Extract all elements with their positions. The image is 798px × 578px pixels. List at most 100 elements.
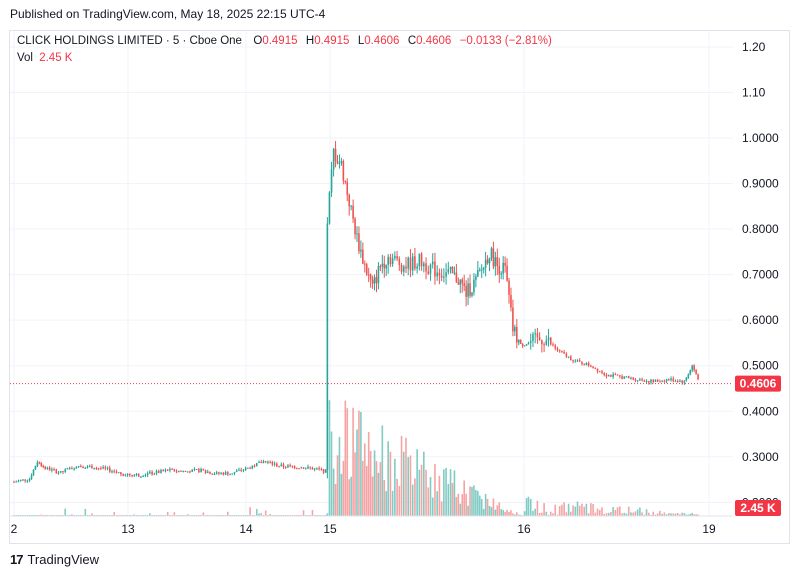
x-axis[interactable]: 2 13 14 15 16 19 — [10, 515, 733, 536]
candle-body — [325, 469, 327, 473]
candle-body — [596, 368, 599, 372]
volume-bar — [490, 507, 493, 516]
candle-body — [583, 363, 585, 366]
candle-body — [30, 475, 33, 479]
candle-body — [525, 344, 528, 346]
volume-bar — [202, 512, 205, 516]
y-axis[interactable]: 0.20000.30000.40000.50000.60000.70000.80… — [742, 40, 779, 509]
volume-bar — [612, 507, 614, 516]
candle-body — [381, 263, 384, 267]
volume-bar — [538, 512, 541, 516]
candle-body — [284, 466, 287, 468]
volume-bar — [517, 514, 520, 516]
volume-bar — [354, 452, 356, 516]
candle-body — [104, 467, 107, 469]
candle-body — [111, 471, 113, 473]
volume-bar — [427, 487, 430, 516]
candle-body — [687, 374, 690, 378]
candle-body — [13, 481, 15, 483]
volume-bar — [556, 514, 559, 516]
volume-bar — [488, 505, 491, 516]
candle-body — [233, 471, 236, 474]
candle-body — [423, 263, 425, 267]
candle-body — [202, 468, 205, 471]
candle-body — [639, 379, 641, 381]
candle-body — [182, 470, 185, 472]
candle-body — [621, 376, 623, 379]
candle-body — [97, 468, 100, 470]
volume-bar — [693, 514, 695, 516]
candle-body — [545, 340, 548, 345]
candle-body — [373, 277, 376, 284]
candle-body — [405, 266, 407, 269]
candle-body — [346, 182, 349, 195]
candle-body — [685, 377, 688, 381]
volume-bar — [405, 437, 407, 516]
candle-body — [581, 361, 583, 364]
volume-bar — [40, 514, 43, 516]
candle-body — [186, 471, 189, 473]
candle-body — [326, 223, 329, 470]
candle-body — [587, 363, 590, 366]
candle-body — [153, 473, 156, 475]
candle-body — [496, 257, 499, 266]
volume-bar — [632, 512, 634, 516]
volume-bar — [358, 410, 360, 516]
candle-body — [574, 360, 577, 362]
candle-body — [24, 479, 26, 481]
candle-body — [563, 351, 565, 354]
volume-bar — [516, 512, 518, 516]
candle-body — [523, 345, 526, 347]
candle-body — [394, 256, 396, 259]
volume-bar — [344, 400, 347, 516]
candle-body — [198, 469, 200, 473]
volume-bar — [260, 513, 263, 516]
symbol-title[interactable]: CLICK HOLDINGS LIMITED · 5 · Cboe One — [17, 35, 242, 47]
candle-body — [607, 374, 610, 377]
volume-bar — [674, 513, 677, 516]
published-text: Published on TradingView.com, May 18, 20… — [10, 7, 326, 21]
candle-body — [340, 161, 343, 164]
volume-bar — [440, 501, 443, 516]
footer-brand[interactable]: TradingView — [27, 552, 100, 567]
candle-body — [137, 474, 140, 477]
candle-body — [146, 473, 149, 476]
candle-body — [461, 279, 464, 284]
candle-body — [411, 256, 414, 271]
volume-bar — [166, 511, 169, 516]
volume-bar — [643, 514, 646, 516]
open-label: O — [253, 35, 263, 47]
candle-body — [469, 283, 471, 296]
volume-bar — [532, 510, 534, 516]
candle-body — [22, 479, 24, 481]
tradingview-logo-icon[interactable]: 17 — [10, 552, 24, 567]
candle-body — [91, 465, 93, 469]
candle-body — [88, 465, 91, 467]
candle-body — [473, 279, 475, 293]
candle-body — [517, 339, 520, 343]
candle-body — [287, 465, 289, 468]
candle-body — [253, 465, 256, 467]
candle-body — [471, 292, 473, 296]
candle-body — [663, 380, 666, 382]
candle-body — [532, 334, 534, 341]
candle-body — [264, 461, 267, 463]
candle-body — [32, 469, 35, 476]
candle-body — [683, 380, 686, 383]
candle-body — [434, 261, 436, 277]
candle-body — [66, 468, 69, 470]
candle-body — [204, 470, 207, 473]
candle-body — [512, 307, 514, 332]
volume-bar — [670, 513, 672, 516]
candle-body — [19, 479, 22, 481]
candle-body — [229, 473, 231, 475]
volume-bar — [514, 514, 516, 516]
candle-body — [124, 475, 127, 477]
chart-frame[interactable] — [9, 30, 790, 544]
volume-bar — [558, 506, 561, 516]
volume-bar — [447, 483, 450, 516]
candle-body — [552, 344, 554, 346]
candle-body — [492, 248, 495, 267]
candle-body — [375, 277, 378, 284]
